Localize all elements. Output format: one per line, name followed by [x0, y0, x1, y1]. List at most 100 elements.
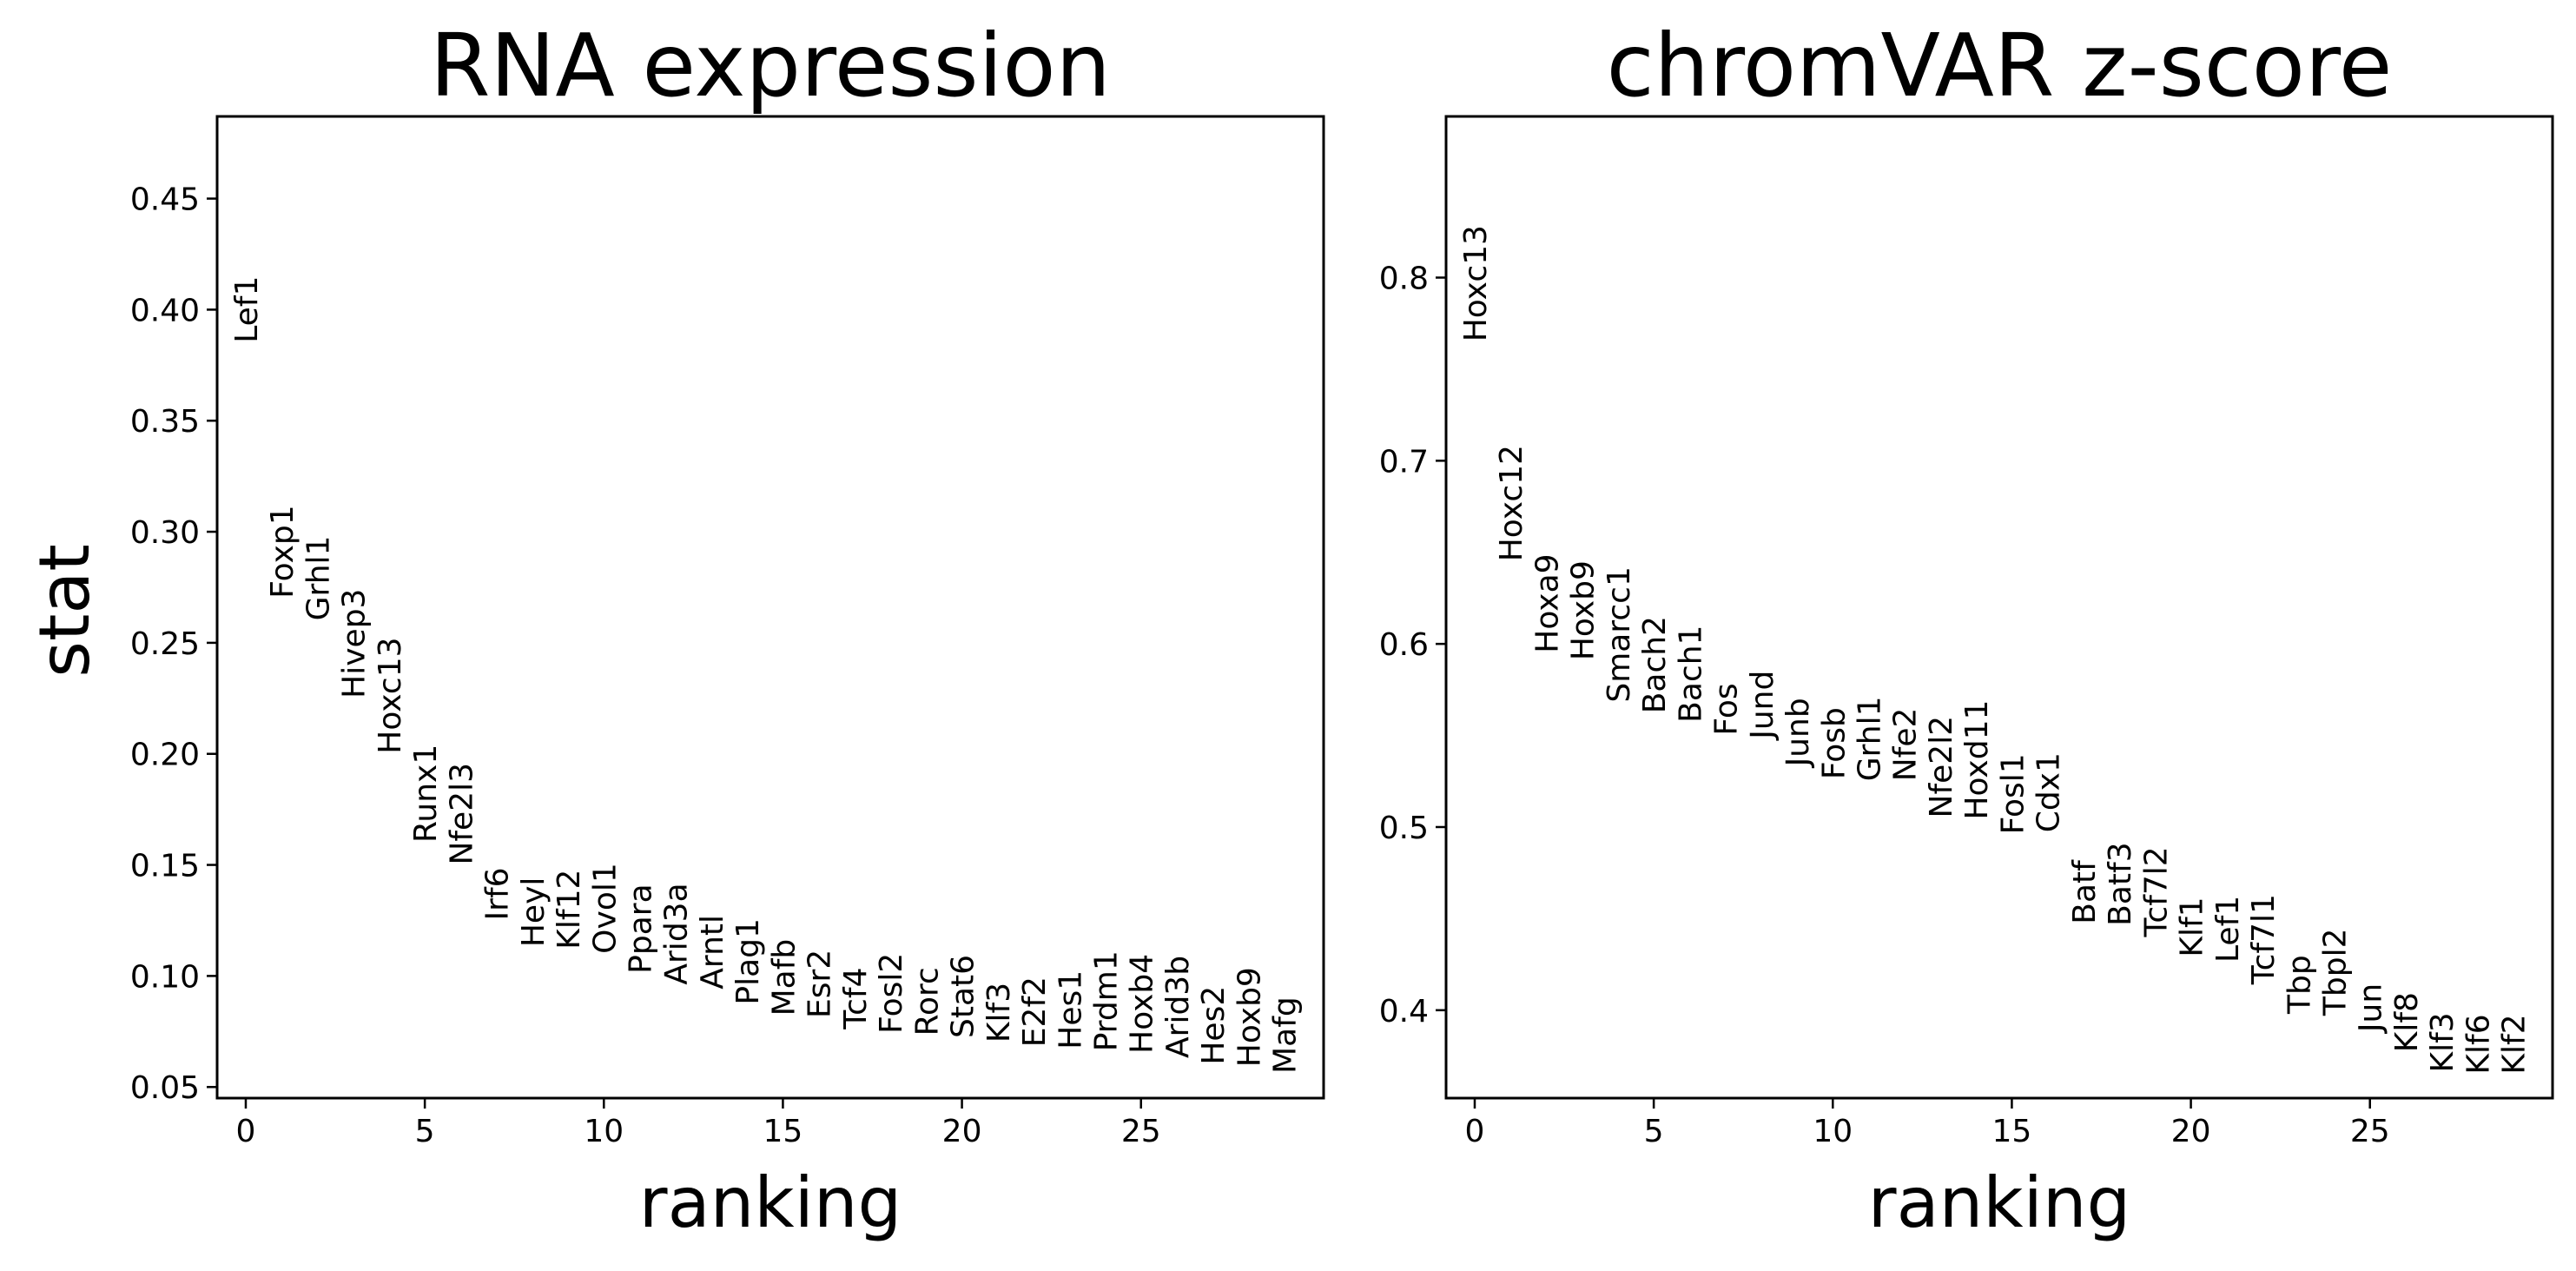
rna-point-label: Rorc: [909, 967, 945, 1036]
chromvar-tick-group: 0 5 10 15 20 25 0.4 0.5 0.6 0.7 0.8: [1379, 261, 2390, 1149]
chromvar-point-label: Fosl1: [1995, 753, 2031, 834]
chromvar-point-label: Junb: [1780, 698, 1816, 768]
rna-x-tick-label: 0: [236, 1114, 256, 1149]
rna-tick-group: 0 5 10 15 20 25 0.05 0.10 0.15 0.20 0.25 0.30 0.35 0.…: [130, 182, 1161, 1149]
chromvar-point-label: Hoxb9: [1566, 560, 1602, 660]
rna-point-label: Foxp1: [265, 505, 301, 598]
rna-point-label: Tcf4: [838, 967, 874, 1029]
rna-point-label: Hes2: [1196, 986, 1232, 1065]
rna-point-label: Mafb: [766, 939, 802, 1016]
chromvar-point-label: Jund: [1745, 671, 1780, 741]
chromvar-point-label: Hoxa9: [1529, 553, 1565, 652]
rna-x-tick-label: 5: [415, 1114, 435, 1149]
chromvar-point-label: Tcf7l1: [2246, 894, 2282, 985]
rna-point-label: Lef1: [229, 276, 265, 343]
rna-point-label: Hoxb4: [1125, 954, 1160, 1054]
rna-point-label: Mafg: [1268, 996, 1304, 1074]
chromvar-point-label: Jun: [2354, 983, 2389, 1034]
chromvar-x-tick-label: 20: [2171, 1114, 2211, 1149]
chromvar-point-label: Bach2: [1637, 616, 1673, 713]
rna-x-tick-label: 10: [584, 1114, 624, 1149]
rna-point-label: Fosl2: [874, 953, 909, 1034]
rna-point-label: E2f2: [1017, 976, 1053, 1047]
rna-point-label: Grhl1: [301, 536, 336, 621]
chromvar-plot-frame: [1444, 115, 2554, 1100]
chromvar-y-tick-label: 0.6: [1379, 627, 1429, 663]
rna-point-label: Heyl: [516, 877, 552, 948]
rna-point-label: Runx1: [408, 745, 444, 843]
chromvar-point-label: Tbp: [2282, 955, 2317, 1015]
chromvar-y-tick-label: 0.8: [1379, 261, 1429, 297]
chromvar-point-label: Hoxc12: [1494, 445, 1529, 561]
rna-point-label: Esr2: [803, 950, 838, 1018]
rna-point-label: Arid3a: [659, 883, 695, 984]
chromvar-point-label: Klf2: [2497, 1014, 2533, 1074]
chromvar-y-tick-label: 0.7: [1379, 444, 1429, 480]
rna-point-label: Arid3b: [1160, 956, 1196, 1058]
chromvar-point-label: Klf6: [2460, 1014, 2496, 1074]
chromvar-x-tick-label: 0: [1465, 1114, 1485, 1149]
rna-plot-frame: [215, 115, 1325, 1100]
rna-y-tick-label: 0.05: [130, 1070, 200, 1106]
chromvar-point-label: Tbpl2: [2317, 929, 2353, 1017]
rna-y-tick-label: 0.35: [130, 404, 200, 440]
chromvar-point-label: Lef1: [2210, 896, 2246, 963]
rna-y-axis-title: stat: [24, 544, 105, 677]
rna-point-label: Stat6: [946, 955, 981, 1038]
rna-x-tick-label: 25: [1121, 1114, 1161, 1149]
chromvar-x-axis-title: ranking: [1868, 1162, 2131, 1243]
chromvar-panel-title: chromVAR z-score: [1607, 15, 2393, 116]
rna-point-label: Hivep3: [337, 589, 373, 698]
rna-y-tick-label: 0.10: [130, 959, 200, 995]
chromvar-point-label: Cdx1: [2031, 752, 2067, 832]
chromvar-point-label: Hoxc13: [1458, 225, 1494, 341]
chromvar-point-label: Klf8: [2389, 992, 2425, 1052]
chromvar-point-label: Bach1: [1673, 626, 1708, 723]
rna-point-label: Hes1: [1053, 970, 1088, 1049]
rna-point-label: Ovol1: [587, 863, 623, 954]
rna-point-label: Plag1: [730, 918, 766, 1005]
rna-point-label: Prdm1: [1088, 950, 1124, 1051]
chromvar-point-label: Hoxd11: [1959, 700, 1995, 820]
rna-point-label: Klf3: [981, 983, 1017, 1043]
rna-expression-panel: RNA expression ranking stat 0 5 10 15 20 25 0.…: [24, 15, 1325, 1243]
rna-y-tick-label: 0.15: [130, 849, 200, 884]
chromvar-point-label: Nfe2: [1888, 708, 1924, 782]
rna-x-axis-title: ranking: [639, 1162, 902, 1243]
chromvar-point-label: Fosb: [1816, 707, 1852, 779]
chromvar-x-tick-label: 5: [1644, 1114, 1664, 1149]
rna-y-tick-label: 0.25: [130, 626, 200, 662]
rna-x-tick-label: 15: [763, 1114, 803, 1149]
rna-point-label: Hoxc13: [373, 637, 408, 753]
rna-y-tick-label: 0.20: [130, 738, 200, 773]
rna-point-label: Ppara: [624, 884, 659, 973]
rna-y-tick-label: 0.40: [130, 293, 200, 328]
chromvar-point-label: Smarcc1: [1602, 566, 1637, 702]
rna-point-label: Klf12: [552, 870, 587, 950]
rna-point-label: Hoxb9: [1232, 967, 1267, 1067]
chromvar-x-tick-label: 25: [2350, 1114, 2390, 1149]
chromvar-point-label: Grhl1: [1853, 696, 1888, 781]
chromvar-point-label: Klf3: [2425, 1012, 2460, 1072]
rna-panel-title: RNA expression: [430, 15, 1111, 116]
chromvar-y-tick-label: 0.5: [1379, 811, 1429, 846]
chromvar-point-label: Nfe2l2: [1924, 716, 1959, 818]
chromvar-point-label: Fos: [1709, 683, 1745, 735]
rna-y-tick-label: 0.45: [130, 182, 200, 218]
chromvar-point-label: Batf: [2067, 859, 2103, 924]
rna-x-tick-label: 20: [942, 1114, 982, 1149]
rna-point-label: Nfe2l3: [444, 763, 479, 865]
chromvar-point-label: Klf1: [2175, 897, 2210, 957]
chromvar-y-tick-label: 0.4: [1379, 994, 1429, 1029]
chromvar-x-tick-label: 10: [1813, 1114, 1853, 1149]
chromvar-point-label: Batf3: [2103, 842, 2138, 925]
chromvar-zscore-panel: chromVAR z-score ranking 0 5 10 15 20 25 0.4 0.…: [1379, 15, 2554, 1243]
rna-point-label: Irf6: [480, 867, 516, 920]
chromvar-x-tick-label: 15: [1992, 1114, 2032, 1149]
rna-y-tick-label: 0.30: [130, 515, 200, 551]
rna-point-label: Arntl: [695, 915, 730, 990]
chromvar-point-label: Tcf7l2: [2138, 846, 2174, 937]
